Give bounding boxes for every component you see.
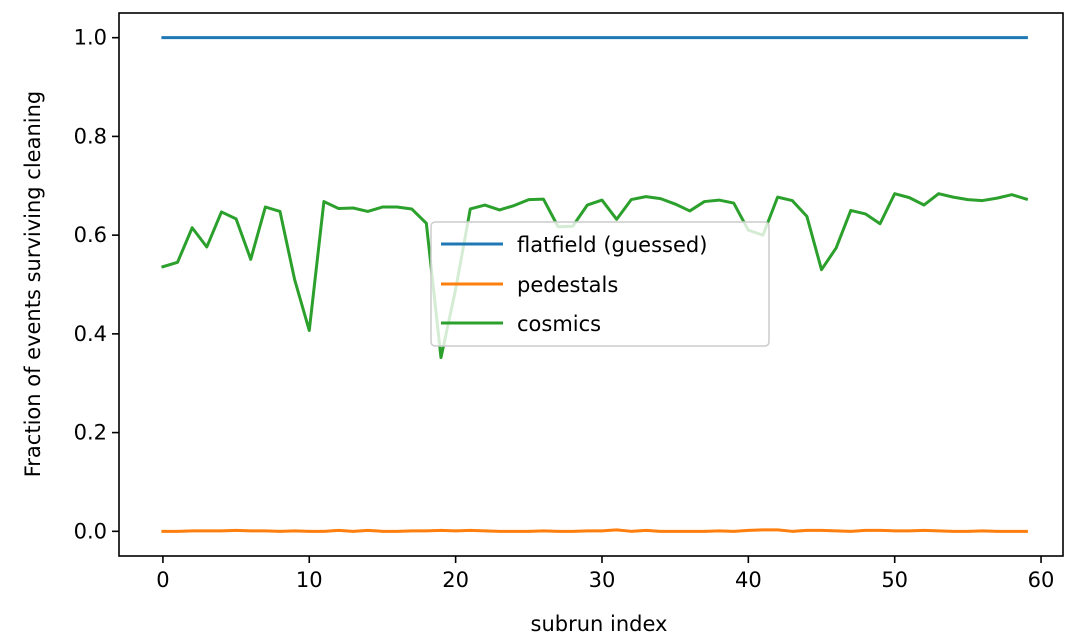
x-tick-label: 0 bbox=[156, 568, 169, 592]
legend-label-flatfield: flatfield (guessed) bbox=[517, 233, 707, 257]
axes-group: 0 10 20 30 40 50 60 0.0 0.2 0.4 0.6 0.8 1.0 bbox=[74, 12, 1064, 592]
axes-frame bbox=[118, 12, 1064, 557]
legend: flatfield (guessed) pedestals cosmics bbox=[430, 221, 770, 347]
x-tick-label: 20 bbox=[442, 568, 469, 592]
y-tick-label: 0.0 bbox=[74, 519, 107, 543]
y-tick-label: 1.0 bbox=[74, 26, 107, 50]
series-group bbox=[161, 36, 1029, 533]
y-tick-label: 0.4 bbox=[74, 322, 107, 346]
x-tick-label: 10 bbox=[296, 568, 323, 592]
x-axis-label: subrun index bbox=[531, 612, 668, 636]
y-tick-label: 0.6 bbox=[74, 223, 107, 247]
x-tick-label: 60 bbox=[1028, 568, 1055, 592]
legend-label-pedestals: pedestals bbox=[517, 273, 618, 297]
y-tick-label: 0.2 bbox=[74, 421, 107, 445]
series-line-pedestals bbox=[161, 528, 1028, 533]
y-axis-label: Fraction of events surviving cleaning bbox=[21, 91, 45, 478]
x-tick-label: 30 bbox=[589, 568, 616, 592]
legend-box bbox=[430, 221, 770, 347]
legend-label-cosmics: cosmics bbox=[517, 312, 601, 336]
series-line-cosmics bbox=[161, 192, 1029, 360]
x-tick-label: 40 bbox=[735, 568, 762, 592]
y-tick-label: 0.8 bbox=[74, 124, 107, 148]
x-tick-label: 50 bbox=[881, 568, 908, 592]
